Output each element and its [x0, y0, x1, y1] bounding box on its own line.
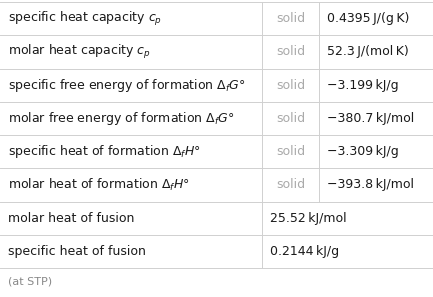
- Text: solid: solid: [276, 12, 305, 25]
- Text: −393.8 kJ/mol: −393.8 kJ/mol: [327, 178, 414, 191]
- Text: (at STP): (at STP): [8, 276, 52, 286]
- Text: solid: solid: [276, 79, 305, 92]
- Text: −3.199 kJ/g: −3.199 kJ/g: [327, 79, 399, 92]
- Text: −3.309 kJ/g: −3.309 kJ/g: [327, 145, 399, 158]
- Text: solid: solid: [276, 178, 305, 191]
- Text: solid: solid: [276, 45, 305, 59]
- Text: −380.7 kJ/mol: −380.7 kJ/mol: [327, 112, 414, 125]
- Text: 0.2144 kJ/g: 0.2144 kJ/g: [270, 245, 339, 258]
- Text: solid: solid: [276, 145, 305, 158]
- Text: specific heat of formation $\Delta_f H°$: specific heat of formation $\Delta_f H°$: [8, 143, 201, 160]
- Text: specific free energy of formation $\Delta_f G°$: specific free energy of formation $\Delt…: [8, 77, 246, 94]
- Text: 0.4395 J/(g K): 0.4395 J/(g K): [327, 12, 409, 25]
- Text: 25.52 kJ/mol: 25.52 kJ/mol: [270, 212, 347, 225]
- Text: molar heat capacity $c_p$: molar heat capacity $c_p$: [8, 43, 151, 61]
- Text: solid: solid: [276, 112, 305, 125]
- Text: 52.3 J/(mol K): 52.3 J/(mol K): [327, 45, 409, 59]
- Text: specific heat capacity $c_p$: specific heat capacity $c_p$: [8, 10, 162, 28]
- Text: specific heat of fusion: specific heat of fusion: [8, 245, 146, 258]
- Text: molar heat of formation $\Delta_f H°$: molar heat of formation $\Delta_f H°$: [8, 177, 190, 193]
- Text: molar heat of fusion: molar heat of fusion: [8, 212, 134, 225]
- Text: molar free energy of formation $\Delta_f G°$: molar free energy of formation $\Delta_f…: [8, 110, 235, 127]
